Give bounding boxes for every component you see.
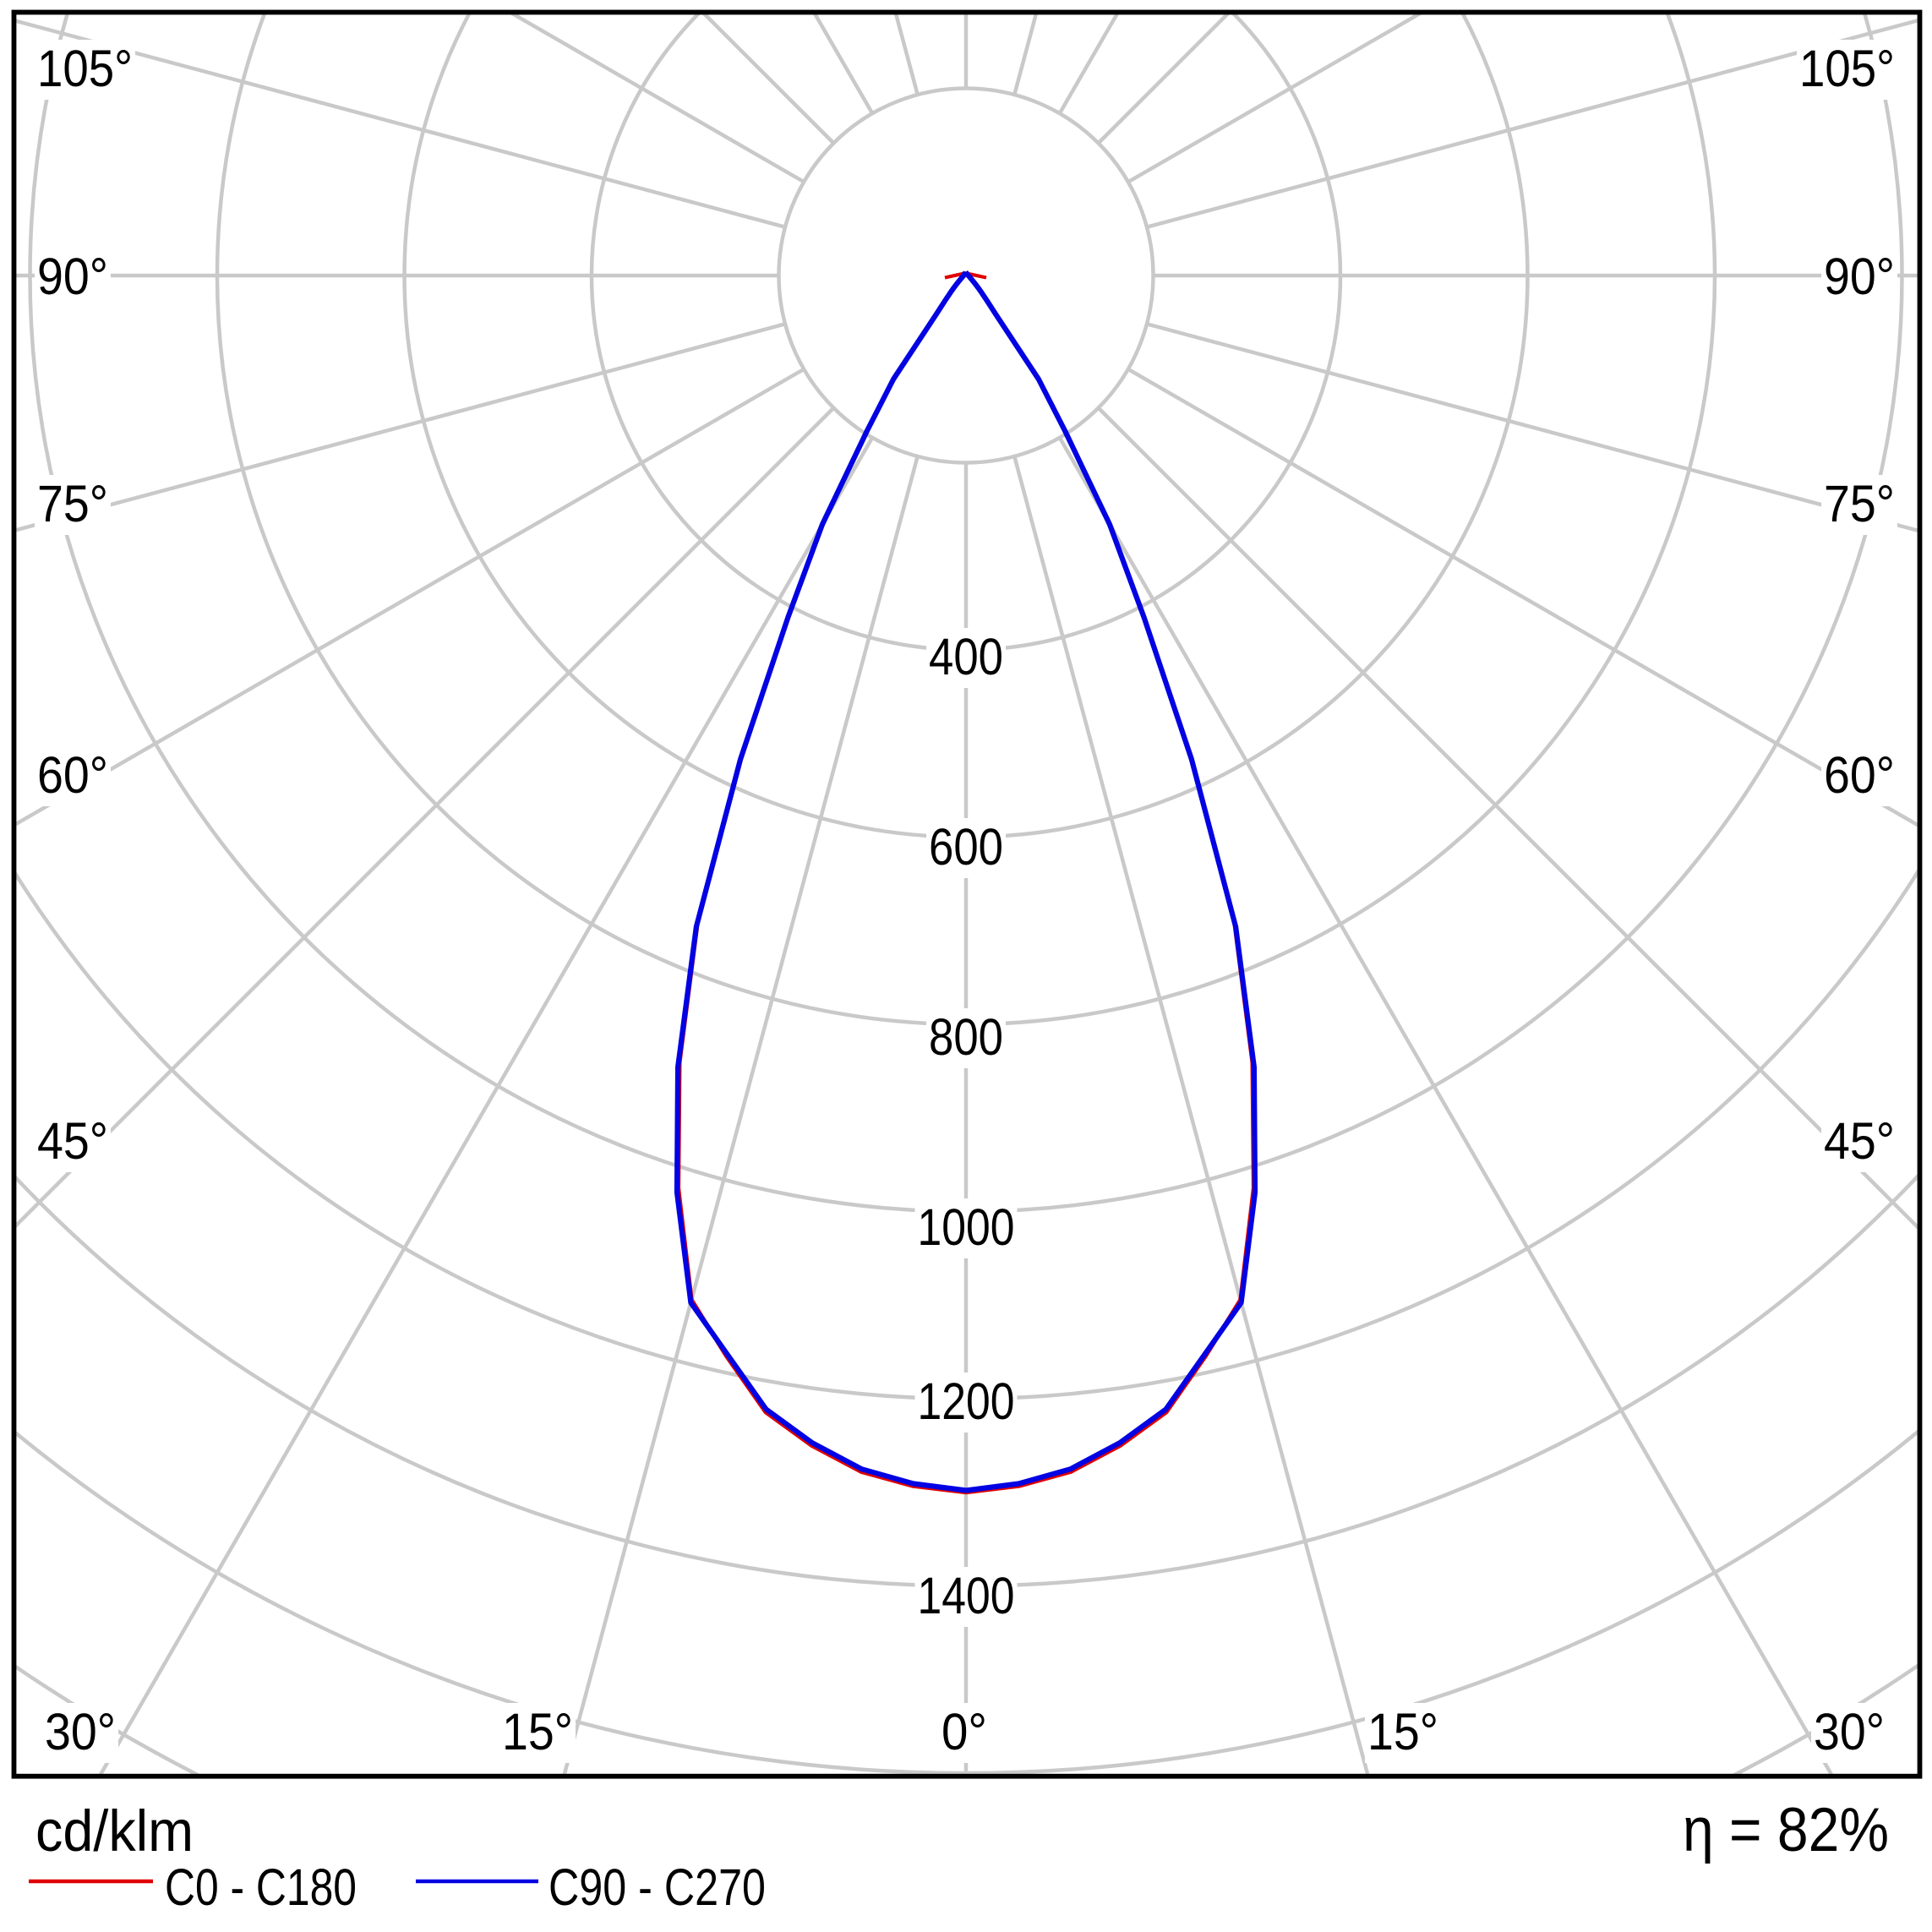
svg-text:15°: 15°: [502, 1703, 573, 1760]
svg-text:η = 82%: η = 82%: [1683, 1796, 1889, 1864]
svg-text:90°: 90°: [1824, 248, 1895, 305]
svg-text:90°: 90°: [37, 248, 108, 305]
svg-text:1000: 1000: [918, 1198, 1015, 1256]
svg-text:75°: 75°: [37, 475, 108, 532]
svg-text:45°: 45°: [1824, 1112, 1895, 1170]
svg-text:800: 800: [929, 1008, 1003, 1066]
svg-text:75°: 75°: [1824, 475, 1895, 532]
svg-text:600: 600: [929, 818, 1003, 876]
svg-text:105°: 105°: [37, 40, 133, 97]
svg-text:400: 400: [929, 628, 1003, 685]
svg-text:15°: 15°: [1367, 1703, 1438, 1760]
svg-text:cd/klm: cd/klm: [35, 1798, 194, 1864]
svg-text:60°: 60°: [1824, 746, 1895, 804]
svg-text:30°: 30°: [45, 1703, 116, 1760]
svg-text:C0 - C180: C0 - C180: [165, 1858, 357, 1916]
svg-text:1400: 1400: [918, 1567, 1015, 1624]
svg-text:C90 - C270: C90 - C270: [548, 1858, 766, 1916]
svg-text:60°: 60°: [37, 746, 108, 804]
svg-text:105°: 105°: [1799, 40, 1895, 97]
svg-text:1200: 1200: [918, 1373, 1015, 1430]
svg-text:30°: 30°: [1814, 1703, 1885, 1760]
svg-text:45°: 45°: [37, 1112, 108, 1170]
svg-text:0°: 0°: [941, 1703, 987, 1760]
